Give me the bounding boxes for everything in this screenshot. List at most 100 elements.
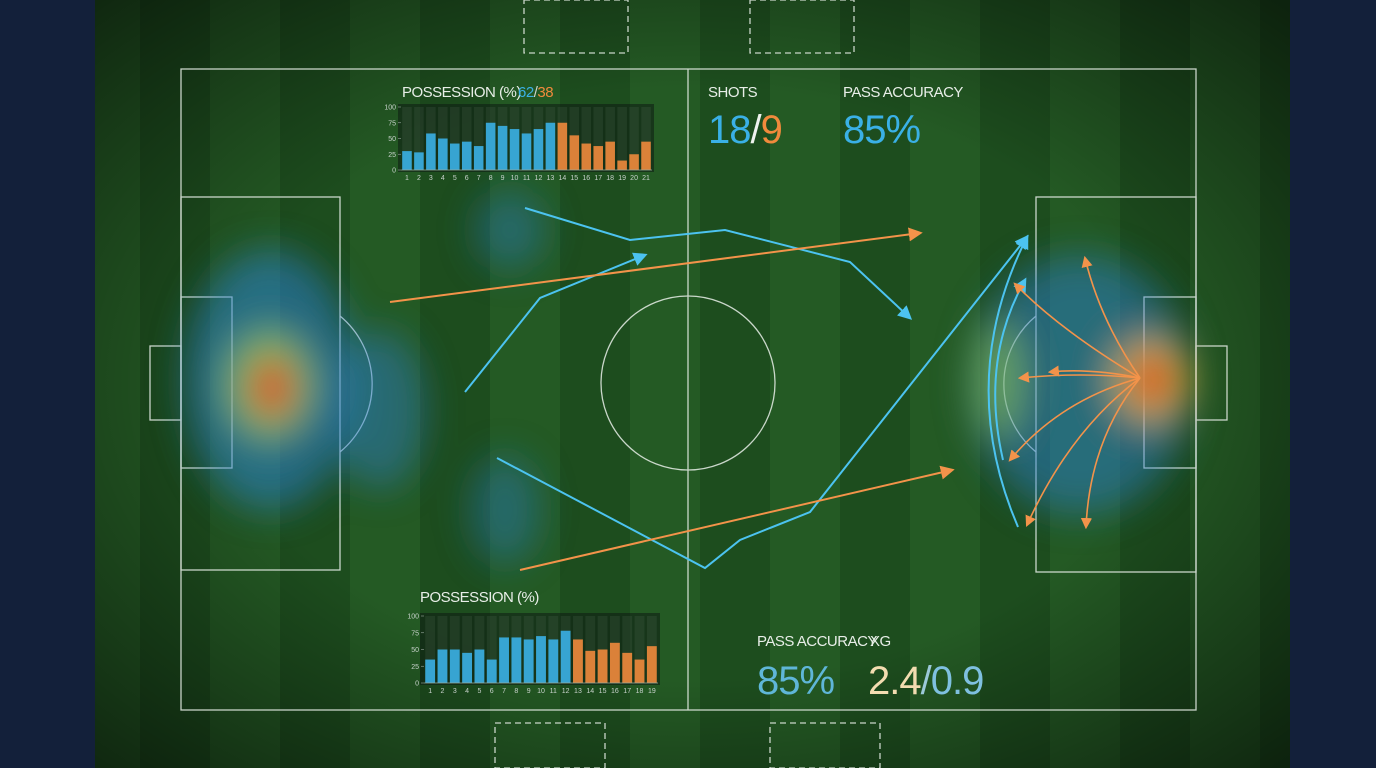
bar: [425, 659, 436, 683]
stats: SHOTS 18/9 PASS ACCURACY 85% PASS ACCURA…: [708, 84, 984, 703]
home-xg: 2.4: [868, 659, 921, 703]
bar: [573, 639, 583, 683]
bar: [521, 133, 532, 170]
x-tick-label: 2: [441, 688, 445, 695]
bar: [536, 636, 546, 683]
x-tick-label: 5: [477, 688, 481, 695]
bar: [581, 143, 592, 170]
x-tick-label: 6: [490, 688, 494, 695]
x-tick-label: 5: [453, 175, 457, 182]
x-tick-label: 6: [465, 175, 469, 182]
x-tick-label: 9: [527, 688, 531, 695]
x-tick-label: 15: [570, 175, 578, 182]
pass-accuracy-value: 85%: [843, 108, 920, 152]
home-share: 62: [518, 84, 534, 101]
column-bg: [641, 107, 651, 170]
bar: [557, 122, 568, 170]
bar: [473, 146, 484, 170]
bar: [569, 135, 580, 170]
bar: [533, 129, 544, 170]
x-tick-label: 1: [405, 175, 409, 182]
x-tick-label: 14: [558, 175, 566, 182]
x-tick-label: 11: [523, 175, 530, 182]
bar: [461, 141, 472, 170]
x-tick-label: 7: [502, 688, 506, 695]
stat-label: PASS ACCURACY: [757, 633, 877, 650]
stat-label: PASS ACCURACY: [843, 84, 963, 101]
x-tick-label: 18: [636, 688, 644, 695]
bar: [629, 154, 639, 170]
x-tick-label: 13: [547, 175, 555, 182]
separator: /: [921, 659, 933, 703]
column-bg: [629, 107, 639, 170]
bar: [438, 138, 448, 170]
bar: [609, 642, 620, 683]
bar: [622, 652, 633, 683]
y-tick-label: 25: [411, 664, 419, 671]
x-tick-label: 17: [623, 688, 631, 695]
x-tick-label: 18: [606, 175, 614, 182]
bar: [497, 125, 508, 170]
separator: /: [534, 84, 539, 101]
column-bg: [462, 616, 473, 683]
y-tick-label: 25: [388, 152, 396, 159]
bar: [634, 659, 645, 683]
shots-value: 18/9: [708, 108, 782, 152]
x-tick-label: 15: [599, 688, 607, 695]
bar: [593, 146, 603, 170]
y-tick-label: 75: [411, 630, 419, 637]
column-bg: [585, 616, 596, 683]
chart-title: POSSESSION (%): [402, 84, 521, 101]
bar: [485, 122, 496, 170]
bar: [646, 646, 657, 683]
bar: [509, 129, 520, 170]
bar: [548, 639, 559, 683]
bar: [511, 637, 522, 683]
pass-accuracy-value: 85%: [757, 659, 834, 703]
heatmap: [185, 190, 1190, 565]
bar: [486, 659, 497, 683]
column-bg: [634, 616, 645, 683]
bar: [426, 133, 436, 170]
x-tick-label: 17: [594, 175, 602, 182]
bar: [545, 122, 556, 170]
y-tick-label: 50: [388, 136, 396, 143]
column-bg: [425, 616, 436, 683]
column-bg: [450, 107, 460, 170]
pass-arrows: [389, 207, 1141, 571]
column-bg: [605, 107, 615, 170]
x-tick-label: 10: [511, 175, 519, 182]
separator: /: [751, 108, 763, 152]
bar: [499, 637, 509, 683]
column-bg: [414, 107, 424, 170]
x-tick-label: 12: [562, 688, 570, 695]
away-shots: 9: [761, 108, 782, 152]
column-bg: [622, 616, 633, 683]
bar: [523, 639, 534, 683]
x-tick-label: 21: [642, 175, 650, 182]
bar: [402, 151, 412, 170]
column-bg: [617, 107, 627, 170]
y-tick-label: 50: [411, 647, 419, 654]
column-bg: [593, 107, 603, 170]
x-tick-label: 19: [648, 688, 656, 695]
x-tick-label: 19: [618, 175, 626, 182]
x-tick-label: 16: [611, 688, 619, 695]
bar: [437, 649, 448, 683]
y-tick-label: 0: [392, 168, 396, 175]
bar: [450, 143, 460, 170]
column-bg: [581, 107, 592, 170]
bar: [474, 649, 485, 683]
x-tick-label: 9: [501, 175, 505, 182]
column-bg: [486, 616, 497, 683]
x-tick-label: 3: [429, 175, 433, 182]
bar: [414, 152, 424, 170]
bar: [449, 649, 460, 683]
bar: [585, 650, 596, 683]
x-tick-label: 3: [453, 688, 457, 695]
x-tick-label: 11: [550, 688, 557, 695]
x-tick-label: 8: [489, 175, 493, 182]
